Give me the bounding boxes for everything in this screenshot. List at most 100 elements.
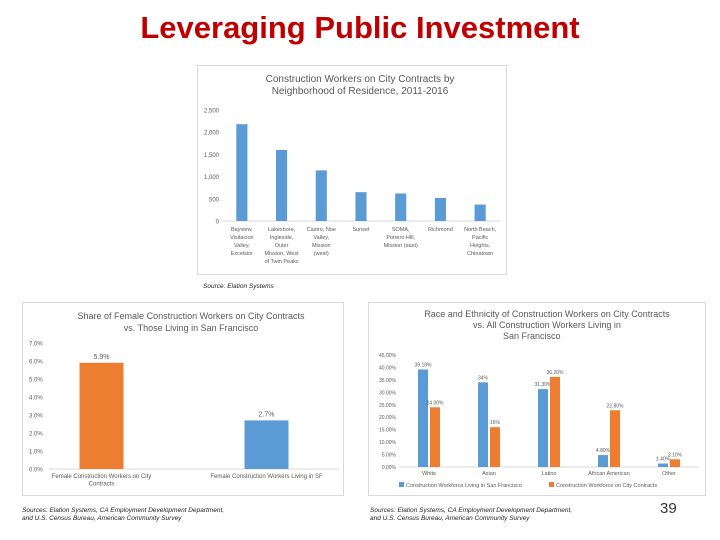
legend-swatch	[549, 482, 554, 487]
bar	[355, 192, 367, 221]
y-tick-label: 25.00%	[379, 403, 397, 409]
neighborhood-chart-svg: Construction Workers on City Contracts b…	[204, 74, 500, 265]
source-text: Source: Elation Systems	[203, 283, 274, 290]
x-tick-label: Chinatown	[467, 251, 493, 257]
bar	[490, 427, 500, 467]
data-label: 34%	[478, 375, 489, 381]
bar	[418, 369, 428, 467]
x-tick-label: Female Construction Workers Living in SF	[210, 474, 323, 480]
x-tick-label: Female Construction Workers on City	[52, 474, 152, 480]
y-tick-label: 0.0%	[29, 468, 43, 474]
y-tick-label: 1.0%	[29, 450, 43, 456]
source-text-line-2: and U.S. Census Bureau, American Communi…	[22, 515, 182, 522]
y-tick-label: 0.00%	[382, 465, 397, 471]
bar	[550, 376, 560, 467]
y-tick-label: 5.00%	[382, 453, 397, 459]
y-tick-label: 0	[216, 220, 220, 226]
y-tick-label: 35.00%	[379, 378, 397, 384]
x-tick-label: (west)	[314, 251, 329, 257]
y-tick-label: 2,500	[204, 109, 220, 115]
bar	[315, 170, 327, 221]
page-number: 39	[660, 500, 677, 517]
female-share-chart-source: Sources: Elation Systems, CA Employment …	[22, 507, 224, 523]
neighborhood-chart-source: Source: Elation Systems	[203, 283, 274, 291]
x-tick-label: Lakeshore,	[268, 227, 296, 233]
y-tick-label: 1,500	[204, 153, 220, 159]
y-tick-label: 15.00%	[379, 428, 397, 434]
bar	[395, 193, 407, 221]
x-tick-label: Castro, Noe	[307, 227, 336, 233]
chart-title-line: San Francisco	[503, 331, 561, 341]
y-tick-label: 6.0%	[29, 360, 43, 366]
x-tick-label: Heights,	[470, 243, 491, 249]
x-tick-label: Mission, West	[265, 251, 300, 257]
y-tick-label: 5.0%	[29, 378, 43, 384]
bar	[236, 124, 248, 221]
bar	[658, 463, 668, 467]
chart-title-line: vs. All Construction Workers Living in	[473, 320, 621, 330]
bar	[478, 382, 488, 467]
y-tick-label: 20.00%	[379, 415, 397, 421]
x-tick-label: Mission	[312, 243, 331, 249]
data-label: 16%	[490, 420, 501, 426]
x-tick-label: Bayview,	[231, 227, 253, 233]
legend-label: Construction Workforce Living in San Fra…	[406, 483, 522, 489]
slide-title: Leveraging Public Investment	[140, 10, 580, 45]
x-tick-label: Mission (east)	[384, 243, 418, 249]
x-tick-label: of Twin Peaks	[265, 259, 299, 265]
x-tick-label: Latino	[542, 471, 557, 477]
bar	[79, 362, 124, 469]
chart-title-line: vs. Those Living in San Francisco	[124, 323, 258, 333]
x-tick-label: Sunset	[352, 227, 370, 233]
data-label: 24.00%	[427, 400, 445, 406]
race-ethnicity-chart-svg: Race and Ethnicity of Construction Worke…	[379, 309, 699, 489]
x-tick-label: Other	[662, 471, 676, 477]
bar	[598, 455, 608, 467]
bar	[434, 197, 446, 221]
x-tick-label: Ingleside,	[270, 235, 294, 241]
x-tick-label: North Beach,	[464, 227, 497, 233]
chart-title-line: Race and Ethnicity of Construction Worke…	[424, 309, 670, 319]
female-share-chart-svg: Share of Female Construction Workers on …	[29, 311, 339, 488]
data-label: 3.10%	[668, 452, 683, 458]
y-tick-label: 30.00%	[379, 390, 397, 396]
bar	[670, 459, 680, 467]
x-tick-label: Pacific	[472, 235, 488, 241]
bar	[430, 407, 440, 467]
data-label: 22.80%	[607, 403, 625, 409]
bar	[538, 389, 548, 467]
y-tick-label: 10.00%	[379, 440, 397, 446]
data-label: 39.18%	[415, 362, 433, 368]
y-tick-label: 45.00%	[379, 353, 397, 359]
source-text-line-2: and U.S. Census Bureau, American Communi…	[370, 515, 530, 522]
x-tick-label: Richmond	[428, 227, 453, 233]
race-ethnicity-chart-source: Sources: Elation Systems, CA Employment …	[370, 507, 572, 523]
x-tick-label: Excelsior	[231, 251, 253, 257]
bar	[610, 410, 620, 467]
data-label: 31.30%	[535, 382, 553, 388]
bar	[474, 204, 486, 221]
neighborhood-chart: Construction Workers on City Contracts b…	[197, 65, 507, 275]
chart-title-line: Share of Female Construction Workers on …	[78, 311, 305, 321]
x-tick-label: White	[422, 471, 436, 477]
x-tick-label: African American	[588, 471, 630, 477]
source-text-line-1: Sources: Elation Systems, CA Employment …	[370, 507, 573, 514]
y-tick-label: 2.0%	[29, 432, 43, 438]
female-share-chart: Share of Female Construction Workers on …	[22, 302, 344, 496]
race-ethnicity-chart: Race and Ethnicity of Construction Worke…	[368, 302, 706, 496]
x-tick-label: Contracts	[89, 482, 115, 488]
x-tick-label: Visitacion	[230, 235, 253, 241]
x-tick-label: Outer	[275, 243, 289, 249]
y-tick-label: 40.00%	[379, 365, 397, 371]
x-tick-label: SOMA,	[392, 227, 410, 233]
bar	[244, 420, 289, 469]
source-text-line-1: Sources: Elation Systems, CA Employment …	[22, 507, 225, 514]
x-tick-label: Valley,	[234, 243, 250, 249]
legend-swatch	[399, 482, 404, 487]
y-tick-label: 3.0%	[29, 414, 43, 420]
y-tick-label: 1,000	[204, 175, 220, 181]
data-label: 4.80%	[596, 448, 611, 454]
x-tick-label: Potrero Hill,	[386, 235, 415, 241]
chart-title-line: Construction Workers on City Contracts b…	[266, 74, 455, 85]
y-tick-label: 4.0%	[29, 396, 43, 402]
